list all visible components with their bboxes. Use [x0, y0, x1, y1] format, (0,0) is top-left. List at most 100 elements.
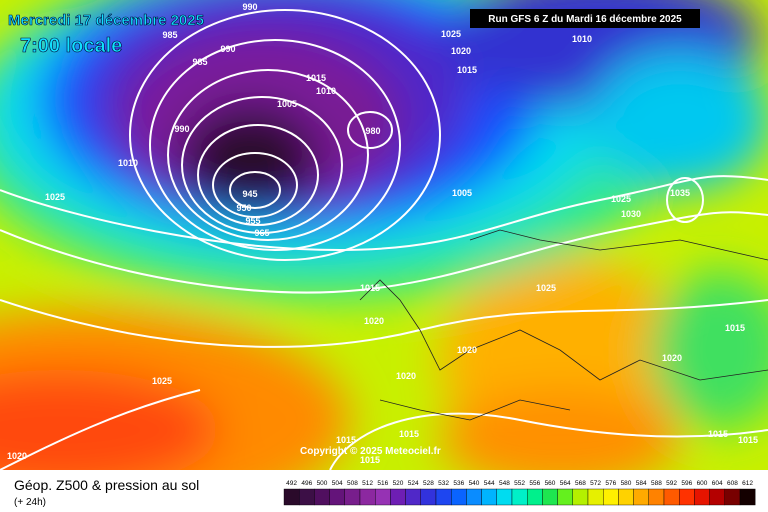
- isobar-label: 945: [242, 189, 257, 199]
- colorbar-label: 520: [393, 480, 404, 487]
- isobar-label: 1010: [316, 86, 336, 96]
- colorbar-cell: [603, 488, 619, 506]
- colorbar-cell: [709, 488, 725, 506]
- colorbar-label: 568: [575, 480, 586, 487]
- colorbar-label: 540: [469, 480, 480, 487]
- colorbar-label: 544: [484, 480, 495, 487]
- isobar-label: 1010: [572, 34, 592, 44]
- colorbar-cell: [663, 488, 680, 506]
- isobar-label: 990: [242, 2, 257, 12]
- colorbar-cell: [496, 488, 513, 506]
- isobar-label: 1015: [336, 435, 356, 445]
- isobar-label: 1025: [536, 283, 556, 293]
- isobar-label: 985: [192, 57, 207, 67]
- colorbar-label: 492: [286, 480, 297, 487]
- colorbar-cell: [572, 488, 589, 506]
- isobar-label: 1020: [396, 371, 416, 381]
- isobar-label: 1015: [457, 65, 477, 75]
- isobar-label: 1005: [277, 99, 297, 109]
- isobar-label: 1020: [457, 345, 477, 355]
- isobar-label: 950: [236, 203, 251, 213]
- colorbar-label: 556: [529, 480, 540, 487]
- date-title: Mercredi 17 décembre 2025: [8, 12, 204, 29]
- colorbar-label: 528: [423, 480, 434, 487]
- isobar-label: 1020: [7, 451, 27, 461]
- colorbar-cell: [405, 488, 422, 506]
- colorbar-cell: [648, 488, 665, 506]
- footer-title: Géop. Z500 & pression au sol: [14, 477, 199, 493]
- colorbar-cell: [633, 488, 649, 506]
- colorbar-label: 496: [301, 480, 312, 487]
- isobar-label: 1025: [152, 376, 172, 386]
- isobar-labels: 990 985 990 985 1025 1020 1015 1010 1015 1010 1005…: [7, 2, 758, 465]
- colorbar-label: 504: [332, 480, 343, 487]
- colorbar-label: 560: [545, 480, 556, 487]
- isobar-label: 990: [220, 44, 235, 54]
- isobar-label: 1005: [452, 188, 472, 198]
- colorbar-cell: [542, 488, 558, 506]
- colorbar-cell: [390, 488, 406, 506]
- isobar-label: 980: [365, 126, 380, 136]
- isobar-label: 1015: [708, 429, 728, 439]
- isobar-label: 1030: [621, 209, 641, 219]
- footer-lead: (+ 24h): [14, 497, 46, 508]
- colorbar-label: 564: [560, 480, 571, 487]
- colorbar-cell: [724, 488, 741, 506]
- colorbar-label: 584: [636, 480, 647, 487]
- colorbar-cell: [359, 488, 376, 506]
- colorbar-label: 580: [621, 480, 632, 487]
- colorbar-label: 500: [317, 480, 328, 487]
- copyright: Copyright © 2025 Meteociel.fr: [300, 446, 441, 457]
- colorbar-cell: [618, 488, 634, 506]
- colorbar-label: 572: [590, 480, 601, 487]
- colorbar-cell: [466, 488, 482, 506]
- colorbar-cell: [314, 488, 330, 506]
- colorbar-cell: [299, 488, 315, 506]
- isobar-label: 1015: [360, 283, 380, 293]
- run-box: [470, 9, 700, 28]
- isobar-label: 1015: [738, 435, 758, 445]
- colorbar-label: 512: [362, 480, 373, 487]
- colorbar-label: 576: [605, 480, 616, 487]
- colorbar-label: 524: [408, 480, 419, 487]
- colorbar-cell: [435, 488, 452, 506]
- colorbar-cell: [375, 488, 391, 506]
- colorbar-cell: [283, 488, 300, 506]
- colorbar-cell: [527, 488, 543, 506]
- colorbar-cell: [329, 488, 346, 506]
- colorbar-cell: [344, 488, 361, 506]
- colorbar-cell: [587, 488, 604, 506]
- isobar-label: 1020: [364, 316, 384, 326]
- isobar-label: 985: [162, 30, 177, 40]
- colorbar-label: 536: [453, 480, 464, 487]
- isobar-label: 1025: [45, 192, 65, 202]
- colorbar-label: 552: [514, 480, 525, 487]
- isobar-label: 955: [245, 216, 260, 226]
- colorbar-label: 604: [712, 480, 723, 487]
- isobar-label: 1015: [360, 455, 380, 465]
- isobar-label: 1015: [725, 323, 745, 333]
- isobar-label: 1015: [306, 73, 326, 83]
- colorbar-label: 596: [681, 480, 692, 487]
- colorbar-label: 588: [651, 480, 662, 487]
- colorbar-label: 532: [438, 480, 449, 487]
- colorbar-cell: [481, 488, 498, 506]
- colorbar-label: 548: [499, 480, 510, 487]
- colorbar-cell: [511, 488, 528, 506]
- colorbar-label: 516: [377, 480, 388, 487]
- colorbar: 492 496 500 504 508 512 516 520 524 528 532 536 540 5…: [283, 480, 756, 506]
- colorbar-label: 600: [697, 480, 708, 487]
- isobar-label: 965: [254, 228, 269, 238]
- colorbar-label: 612: [742, 480, 753, 487]
- run-info: Run GFS 6 Z du Mardi 16 décembre 2025: [488, 14, 682, 25]
- colorbar-label: 508: [347, 480, 358, 487]
- colorbar-label: 608: [727, 480, 738, 487]
- isobar-label: 1015: [399, 429, 419, 439]
- colorbar-cell: [420, 488, 437, 506]
- colorbar-cell: [451, 488, 467, 506]
- isobar-label: 1025: [441, 29, 461, 39]
- colorbar-cell: [739, 488, 756, 506]
- isobar-label: 1025: [611, 194, 631, 204]
